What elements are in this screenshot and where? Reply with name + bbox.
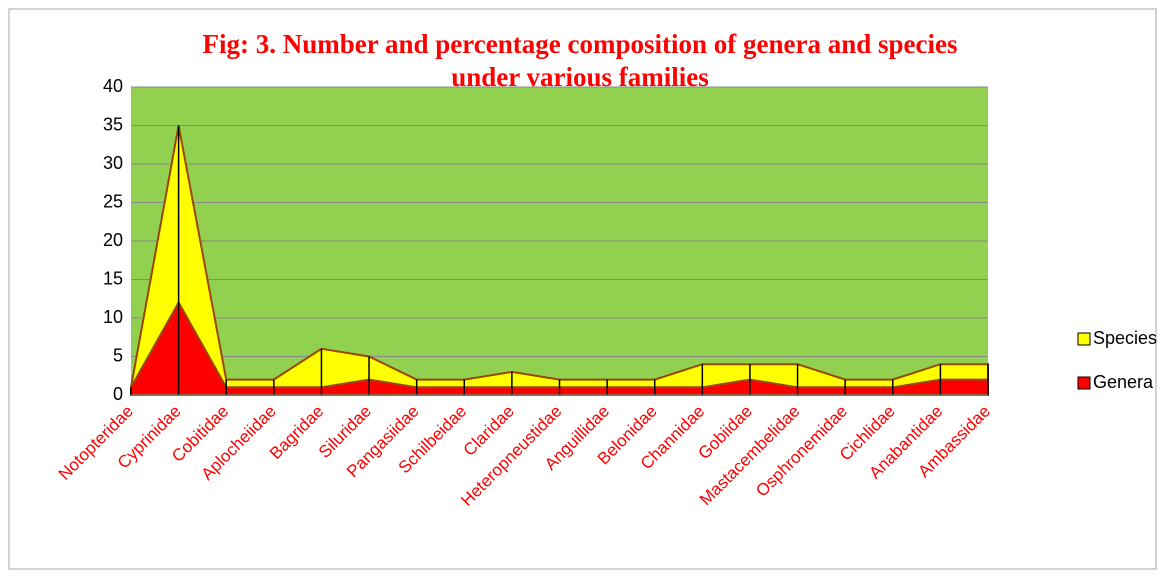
y-tick-label: 40	[103, 76, 123, 96]
legend-label: Genera	[1093, 372, 1154, 392]
y-tick-label: 30	[103, 153, 123, 173]
legend-swatch	[1077, 376, 1091, 390]
y-tick-label: 35	[103, 114, 123, 134]
y-tick-label: 15	[103, 268, 123, 288]
y-tick-label: 25	[103, 191, 123, 211]
chart-title: Fig: 3. Number and percentage compositio…	[203, 29, 958, 92]
y-tick-label: 20	[103, 230, 123, 250]
area	[130, 125, 989, 396]
area	[130, 300, 989, 396]
y-tick-label: 5	[113, 345, 123, 365]
legend-swatch	[1077, 332, 1091, 346]
y-tick-label: 0	[113, 384, 123, 404]
legend-label: Species	[1093, 328, 1157, 348]
y-tick-label: 10	[103, 307, 123, 327]
